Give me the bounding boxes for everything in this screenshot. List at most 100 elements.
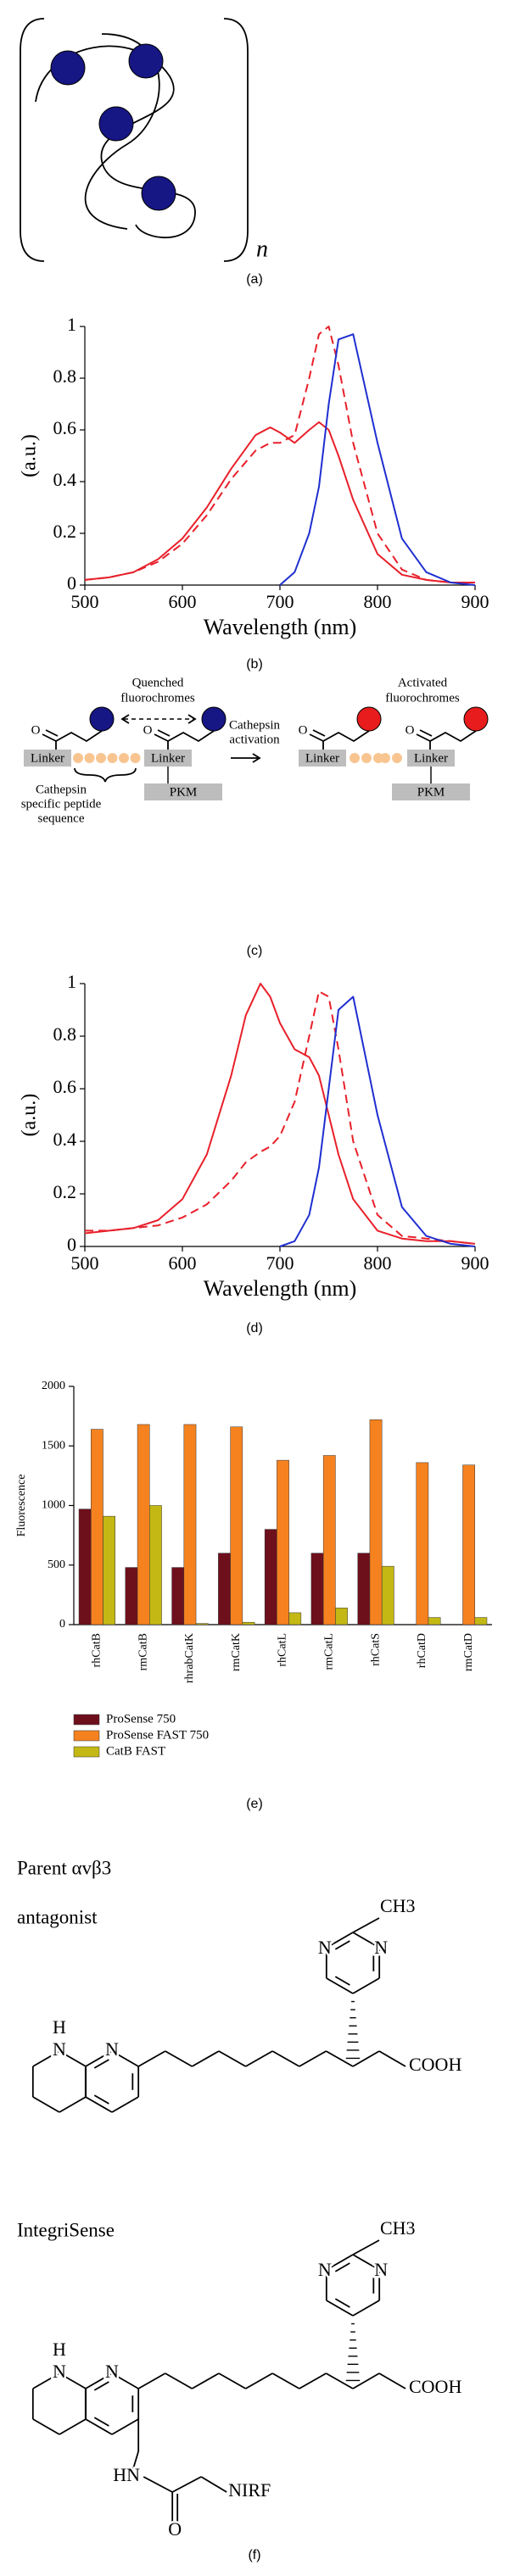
bond — [352, 1917, 380, 1933]
x-tick-label: 600 — [169, 1252, 197, 1274]
bar — [230, 1426, 243, 1625]
y-tick-label: 1 — [67, 314, 76, 335]
bar — [474, 1617, 488, 1625]
box — [299, 750, 346, 767]
legend-swatch — [73, 1730, 100, 1742]
box — [407, 750, 455, 767]
bond — [200, 2476, 227, 2493]
bar — [310, 1553, 324, 1625]
y-tick-label: 0 — [67, 572, 76, 594]
bond — [111, 2096, 139, 2113]
x-axis-label: Wavelength (nm) — [204, 1276, 357, 1301]
bond — [85, 2096, 113, 2113]
bar — [416, 1462, 429, 1625]
bond — [299, 2372, 327, 2389]
atom-label: N — [53, 2038, 66, 2060]
bond — [245, 2050, 273, 2067]
bar — [149, 1505, 162, 1625]
carbonyl — [42, 729, 59, 742]
y-tick-label: 0.6 — [53, 1076, 77, 1097]
peptide-residue — [380, 753, 390, 763]
spectrum-line — [279, 995, 476, 1247]
y-tick-label: 0.2 — [53, 1181, 77, 1202]
bond — [334, 1940, 350, 1950]
peptide-residue — [96, 753, 106, 763]
atom-label: N — [374, 2259, 388, 2280]
chain — [429, 730, 477, 750]
x-tick-label: 700 — [266, 591, 294, 612]
y-tick-label: 1000 — [42, 1499, 65, 1512]
bracket — [223, 18, 249, 262]
structure-title: antagonist — [17, 1906, 98, 1927]
atom-label: COOH — [409, 2054, 461, 2075]
fluorochrome — [463, 706, 489, 732]
bond — [32, 2372, 60, 2389]
bar — [335, 1608, 348, 1625]
peptide-residue — [119, 753, 129, 763]
bond — [191, 2372, 220, 2389]
bar — [242, 1621, 255, 1625]
bond — [334, 2262, 350, 2272]
structures: Parent αvβ3antagonistCH3NNCOOHNHNIntegri… — [17, 1857, 464, 2541]
fluorochrome — [356, 706, 382, 732]
legend-label: ProSense 750 — [106, 1712, 176, 1726]
fluorochrome — [50, 50, 86, 86]
x-tick-label: rhCatD — [416, 1633, 428, 1668]
y-tick-label: 2000 — [42, 1380, 65, 1392]
structure-title: IntegriSense — [17, 2219, 115, 2240]
bar — [381, 1565, 394, 1625]
legend-swatch — [73, 1714, 100, 1726]
bond — [32, 2418, 60, 2435]
y-tick-label: 1 — [67, 971, 76, 992]
x-tick-label: rmCatL — [322, 1633, 335, 1670]
legend-swatch — [73, 1746, 100, 1758]
bar — [357, 1553, 371, 1625]
bond — [93, 2059, 109, 2069]
bond — [352, 2254, 380, 2271]
bond — [132, 2451, 140, 2469]
subscript: n — [256, 236, 268, 262]
atom: O — [406, 723, 415, 737]
bond — [85, 2372, 113, 2389]
y-tick-label: 0 — [59, 1618, 65, 1631]
molecules: O O O O Linker Linker Linker Linker PKM PKM — [24, 706, 489, 800]
fluorochrome — [128, 43, 164, 79]
y-tick-label: 0.6 — [53, 417, 77, 438]
label: Cathepsin — [36, 783, 87, 796]
bond — [325, 2050, 354, 2067]
y-tick-label: 0.4 — [53, 469, 77, 490]
x-tick-label: 700 — [266, 1252, 294, 1274]
bond — [111, 2372, 139, 2389]
spectrum-line — [84, 421, 475, 583]
bond — [352, 1977, 380, 1994]
x-tick-label: rhCatL — [277, 1633, 289, 1667]
bond — [326, 2254, 354, 2271]
atom-label: N — [318, 2259, 332, 2280]
structure-title: Parent αvβ3 — [17, 1857, 111, 1878]
bar — [462, 1464, 475, 1625]
box-label: PKM — [170, 785, 198, 799]
bond — [59, 2096, 87, 2113]
y-tick-label: 0.8 — [53, 1023, 77, 1045]
bond — [378, 2050, 406, 2067]
bond — [32, 2050, 60, 2067]
x-axis-label: Wavelength (nm) — [204, 615, 357, 639]
bond — [111, 2050, 139, 2067]
y-axis-label: (a.u.) — [19, 1094, 41, 1137]
x-tick-label: rmCatK — [230, 1633, 243, 1671]
label: sequence — [38, 811, 85, 825]
fluorochrome — [98, 106, 134, 142]
bar — [428, 1617, 441, 1625]
atom: O — [143, 723, 153, 737]
atom-label: CH3 — [380, 2217, 416, 2239]
spectrum-line — [85, 990, 476, 1245]
y-tick-label: 0 — [67, 1234, 76, 1255]
fluorochrome — [89, 706, 115, 732]
y-tick-label: 0.2 — [53, 521, 77, 542]
label: fluorochromes — [120, 691, 195, 705]
spectrum-line — [84, 326, 475, 583]
panel-label: (a) — [246, 272, 263, 287]
bond — [271, 2372, 300, 2389]
label: activation — [229, 733, 280, 746]
bond — [143, 2476, 173, 2493]
